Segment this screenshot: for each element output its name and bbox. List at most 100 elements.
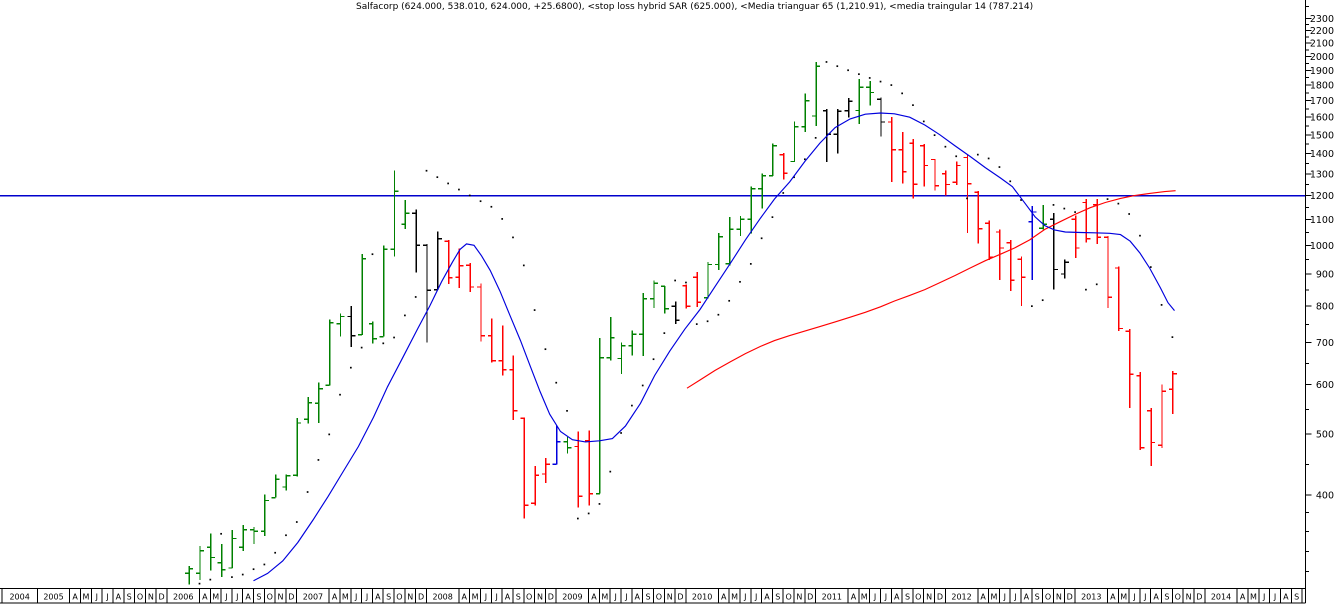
svg-text:500: 500 <box>1316 430 1334 441</box>
svg-text:2004: 2004 <box>9 593 29 602</box>
svg-text:2006: 2006 <box>173 593 193 602</box>
svg-text:600: 600 <box>1316 380 1334 391</box>
svg-text:O: O <box>785 593 791 602</box>
svg-text:A: A <box>894 593 900 602</box>
svg-text:A: A <box>505 593 511 602</box>
svg-text:J: J <box>754 593 757 602</box>
svg-text:M: M <box>212 593 219 602</box>
svg-text:M: M <box>991 593 998 602</box>
svg-text:1700: 1700 <box>1310 96 1334 107</box>
svg-text:J: J <box>1132 593 1135 602</box>
svg-text:A: A <box>635 593 641 602</box>
svg-text:M: M <box>1250 593 1257 602</box>
svg-text:M: M <box>82 593 89 602</box>
svg-text:N: N <box>667 593 673 602</box>
svg-text:O: O <box>396 593 402 602</box>
svg-text:A: A <box>1024 593 1030 602</box>
svg-text:D: D <box>1067 593 1073 602</box>
x-axis: 2004 2005 A M J J A S O N D 2006 A M J J A S O N D 2007 A M J J A S… <box>0 588 1306 604</box>
svg-text:2011: 2011 <box>822 593 842 602</box>
svg-text:400: 400 <box>1316 491 1334 502</box>
svg-text:2012: 2012 <box>951 593 971 602</box>
svg-text:O: O <box>267 593 273 602</box>
svg-text:1900: 1900 <box>1310 66 1334 77</box>
svg-text:2200: 2200 <box>1310 26 1334 37</box>
svg-text:D: D <box>548 593 554 602</box>
svg-text:2007: 2007 <box>303 593 323 602</box>
svg-text:S: S <box>516 593 521 602</box>
svg-text:2300: 2300 <box>1310 14 1334 25</box>
svg-text:M: M <box>472 593 479 602</box>
svg-text:J: J <box>1273 593 1276 602</box>
svg-text:A: A <box>375 593 381 602</box>
svg-text:A: A <box>1110 593 1116 602</box>
svg-text:1100: 1100 <box>1310 215 1334 226</box>
svg-text:D: D <box>1196 593 1202 602</box>
chart-title: Salfacorp (624.000, 538.010, 624.000, +2… <box>356 2 1034 12</box>
svg-text:M: M <box>601 593 608 602</box>
svg-text:A: A <box>721 593 727 602</box>
svg-text:O: O <box>656 593 662 602</box>
svg-text:1400: 1400 <box>1310 149 1334 160</box>
svg-text:1600: 1600 <box>1310 113 1334 124</box>
svg-text:A: A <box>851 593 857 602</box>
svg-text:M: M <box>342 593 349 602</box>
svg-text:N: N <box>148 593 154 602</box>
svg-text:A: A <box>332 593 338 602</box>
svg-text:A: A <box>245 593 251 602</box>
svg-text:2013: 2013 <box>1081 593 1101 602</box>
svg-text:O: O <box>526 593 532 602</box>
svg-text:A: A <box>764 593 770 602</box>
svg-text:S: S <box>646 593 651 602</box>
svg-text:D: D <box>418 593 424 602</box>
svg-text:M: M <box>731 593 738 602</box>
svg-text:A: A <box>462 593 468 602</box>
svg-text:J: J <box>495 593 498 602</box>
svg-text:D: D <box>937 593 943 602</box>
svg-text:J: J <box>224 593 227 602</box>
svg-text:900: 900 <box>1316 270 1334 281</box>
svg-text:2014: 2014 <box>1211 593 1231 602</box>
svg-text:J: J <box>624 593 627 602</box>
svg-text:1800: 1800 <box>1310 81 1334 92</box>
svg-text:M: M <box>1120 593 1127 602</box>
svg-text:N: N <box>407 593 413 602</box>
svg-text:J: J <box>235 593 238 602</box>
svg-text:J: J <box>884 593 887 602</box>
svg-text:S: S <box>1035 593 1040 602</box>
svg-text:1000: 1000 <box>1310 241 1334 252</box>
svg-text:S: S <box>256 593 261 602</box>
svg-text:2010: 2010 <box>692 593 712 602</box>
svg-text:2100: 2100 <box>1310 39 1334 50</box>
svg-text:N: N <box>796 593 802 602</box>
svg-text:O: O <box>1175 593 1181 602</box>
svg-text:800: 800 <box>1316 302 1334 313</box>
svg-text:A: A <box>591 593 597 602</box>
svg-text:J: J <box>354 593 357 602</box>
svg-text:A: A <box>116 593 122 602</box>
svg-text:J: J <box>1003 593 1006 602</box>
svg-text:J: J <box>95 593 98 602</box>
svg-text:A: A <box>1153 593 1159 602</box>
svg-text:A: A <box>980 593 986 602</box>
svg-text:J: J <box>484 593 487 602</box>
svg-text:S: S <box>1294 593 1299 602</box>
ma-65-line <box>686 190 1176 389</box>
svg-text:J: J <box>1262 593 1265 602</box>
svg-text:O: O <box>915 593 921 602</box>
svg-text:2008: 2008 <box>432 593 452 602</box>
svg-text:A: A <box>202 593 208 602</box>
svg-text:J: J <box>873 593 876 602</box>
svg-text:N: N <box>926 593 932 602</box>
svg-text:N: N <box>537 593 543 602</box>
svg-text:D: D <box>807 593 813 602</box>
svg-text:O: O <box>137 593 143 602</box>
price-bars <box>185 61 1177 585</box>
svg-text:2000: 2000 <box>1310 52 1334 63</box>
svg-text:A: A <box>1283 593 1289 602</box>
svg-text:J: J <box>105 593 108 602</box>
svg-text:S: S <box>386 593 391 602</box>
